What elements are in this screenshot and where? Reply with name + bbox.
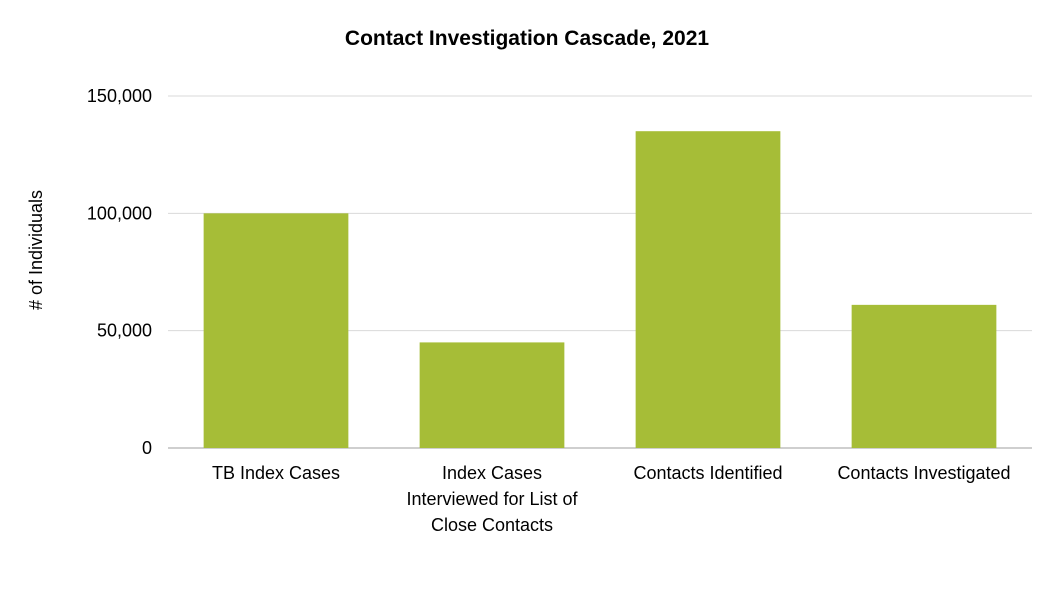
bar — [419, 342, 565, 448]
y-axis-title: # of Individuals — [26, 190, 46, 310]
y-tick-label: 50,000 — [97, 321, 152, 341]
x-category-label: TB Index Cases — [212, 463, 340, 483]
bar — [851, 304, 997, 448]
x-category-label: Contacts Investigated — [837, 463, 1010, 483]
x-category-label: Contacts Identified — [633, 463, 782, 483]
x-category-label: Index Cases Interviewed for List of Close … — [406, 463, 578, 535]
x-category-labels: TB Index Cases Index Cases Interviewed for… — [212, 463, 1011, 535]
chart-title: Contact Investigation Cascade, 2021 — [345, 27, 709, 50]
y-tick-label: 100,000 — [87, 203, 152, 223]
y-tick-label: 0 — [142, 438, 152, 458]
y-tick-label: 150,000 — [87, 86, 152, 106]
bar — [203, 213, 349, 448]
bars — [203, 131, 997, 448]
y-tick-labels: 0 50,000 100,000 150,000 — [87, 86, 152, 458]
bar — [635, 131, 781, 448]
